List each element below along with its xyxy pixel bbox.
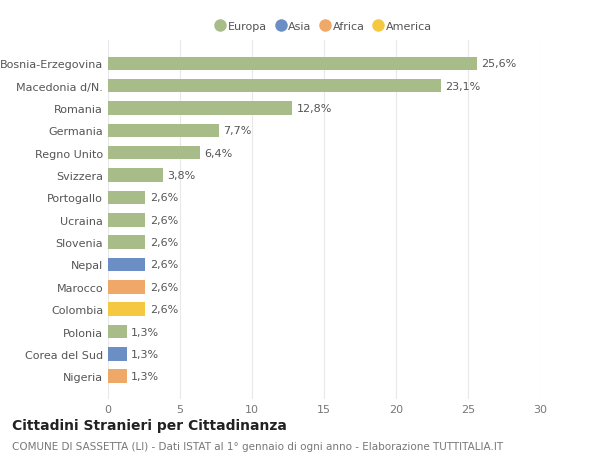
Bar — [108, 169, 163, 182]
Bar — [108, 303, 145, 316]
Bar — [108, 236, 145, 249]
Bar — [108, 124, 219, 138]
Text: 12,8%: 12,8% — [296, 104, 332, 114]
Text: 3,8%: 3,8% — [167, 171, 195, 181]
Text: 1,3%: 1,3% — [131, 371, 159, 381]
Bar — [108, 213, 145, 227]
Bar — [108, 147, 200, 160]
Text: 2,6%: 2,6% — [150, 282, 178, 292]
Text: 6,4%: 6,4% — [205, 148, 233, 158]
Text: 2,6%: 2,6% — [150, 193, 178, 203]
Text: 25,6%: 25,6% — [481, 59, 516, 69]
Bar — [108, 57, 476, 71]
Text: 2,6%: 2,6% — [150, 238, 178, 247]
Bar — [108, 258, 145, 272]
Bar — [108, 369, 127, 383]
Text: 23,1%: 23,1% — [445, 82, 480, 91]
Text: Cittadini Stranieri per Cittadinanza: Cittadini Stranieri per Cittadinanza — [12, 418, 287, 431]
Bar — [108, 325, 127, 338]
Text: 2,6%: 2,6% — [150, 215, 178, 225]
Bar — [108, 80, 440, 93]
Text: 1,3%: 1,3% — [131, 349, 159, 359]
Bar — [108, 102, 292, 116]
Bar — [108, 347, 127, 361]
Bar — [108, 191, 145, 205]
Bar — [108, 280, 145, 294]
Text: COMUNE DI SASSETTA (LI) - Dati ISTAT al 1° gennaio di ogni anno - Elaborazione T: COMUNE DI SASSETTA (LI) - Dati ISTAT al … — [12, 441, 503, 451]
Text: 2,6%: 2,6% — [150, 260, 178, 270]
Text: 1,3%: 1,3% — [131, 327, 159, 337]
Legend: Europa, Asia, Africa, America: Europa, Asia, Africa, America — [216, 22, 432, 32]
Text: 7,7%: 7,7% — [223, 126, 251, 136]
Text: 2,6%: 2,6% — [150, 304, 178, 314]
